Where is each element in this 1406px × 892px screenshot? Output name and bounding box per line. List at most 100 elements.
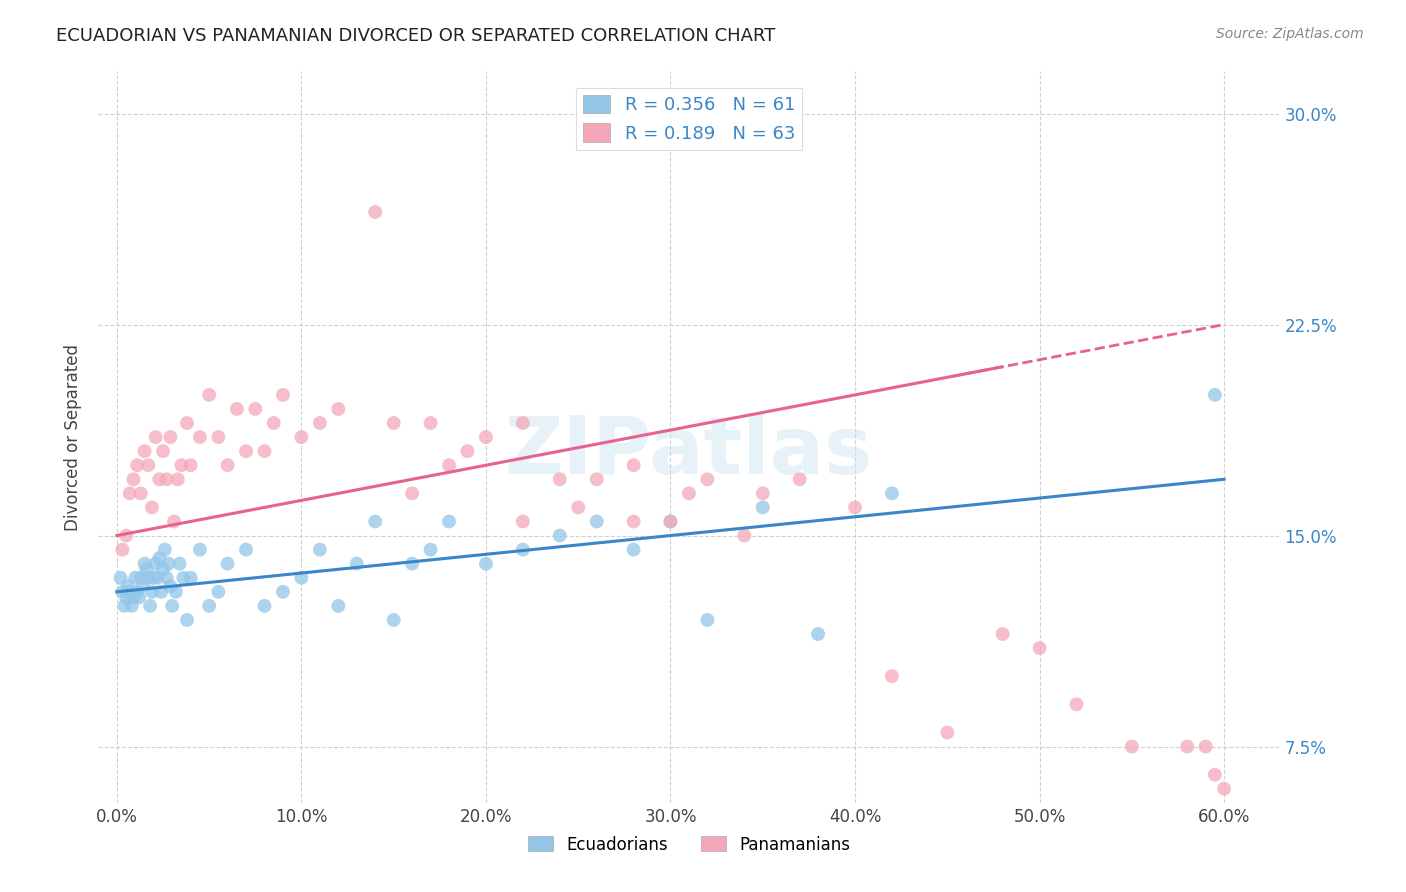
Point (115, 591, 138, 605)
Text: ZIPatlas: ZIPatlas (505, 413, 873, 491)
Point (139, 599, 162, 613)
Point (134, 557, 156, 571)
Point (328, 401, 350, 416)
Point (1213, 781, 1236, 796)
Point (148, 472, 170, 486)
Point (170, 458, 193, 473)
Point (176, 416, 198, 430)
Point (217, 458, 239, 473)
Point (807, 627, 830, 641)
Point (172, 571, 194, 585)
Point (512, 416, 534, 430)
Point (245, 401, 267, 416)
Point (152, 562, 174, 576)
Point (401, 486, 423, 500)
Point (153, 542, 176, 557)
Point (188, 542, 211, 557)
Point (696, 472, 718, 486)
Point (124, 571, 146, 585)
Text: ECUADORIAN VS PANAMANIAN DIVORCED OR SEPARATED CORRELATION CHART: ECUADORIAN VS PANAMANIAN DIVORCED OR SEP… (56, 27, 776, 45)
Point (142, 571, 165, 585)
Point (382, 613, 405, 627)
Point (457, 444, 479, 458)
Point (198, 599, 221, 613)
Point (176, 613, 198, 627)
Point (844, 500, 866, 515)
Point (880, 486, 903, 500)
Point (188, 430, 211, 444)
Point (163, 515, 186, 529)
Point (118, 486, 141, 500)
Point (364, 515, 387, 529)
Point (118, 584, 141, 599)
Point (134, 444, 156, 458)
Point (1195, 739, 1218, 754)
Point (207, 584, 229, 599)
Point (132, 579, 155, 593)
Point (752, 486, 775, 500)
Point (475, 430, 498, 444)
Point (512, 542, 534, 557)
Point (129, 571, 152, 585)
Point (156, 472, 179, 486)
Point (290, 571, 312, 585)
Point (659, 515, 682, 529)
Point (129, 486, 152, 500)
Point (789, 472, 811, 486)
Point (235, 542, 257, 557)
Point (111, 584, 134, 599)
Point (152, 444, 174, 458)
Point (263, 416, 285, 430)
Point (156, 571, 179, 585)
Point (127, 584, 149, 599)
Point (752, 500, 775, 515)
Legend: Ecuadorians, Panamanians: Ecuadorians, Panamanians (522, 829, 856, 860)
Point (290, 430, 312, 444)
Point (225, 401, 247, 416)
Point (253, 444, 276, 458)
Point (1204, 767, 1226, 781)
Point (733, 528, 755, 542)
Point (328, 599, 350, 613)
Point (146, 571, 169, 585)
Point (880, 669, 903, 683)
Point (1204, 388, 1226, 402)
Point (141, 500, 163, 515)
Point (346, 557, 368, 571)
Point (659, 515, 682, 529)
Point (115, 528, 138, 542)
Point (141, 584, 163, 599)
Point (198, 388, 221, 402)
Point (512, 515, 534, 529)
Point (309, 542, 332, 557)
Point (253, 599, 276, 613)
Point (122, 591, 145, 605)
Point (401, 557, 423, 571)
Point (991, 627, 1014, 641)
Point (1121, 739, 1143, 754)
Point (1175, 739, 1198, 754)
Point (166, 472, 188, 486)
Point (567, 500, 589, 515)
Point (271, 584, 294, 599)
Point (696, 613, 718, 627)
Point (475, 557, 498, 571)
Point (127, 458, 149, 473)
Point (623, 515, 645, 529)
Point (437, 515, 460, 529)
Point (169, 557, 191, 571)
Point (1028, 641, 1050, 656)
Point (207, 430, 229, 444)
Point (128, 591, 150, 605)
Point (1066, 698, 1088, 712)
Point (135, 562, 157, 576)
Point (148, 551, 170, 566)
Point (382, 416, 405, 430)
Point (437, 458, 460, 473)
Point (159, 579, 181, 593)
Point (217, 557, 239, 571)
Point (180, 458, 202, 473)
Y-axis label: Divorced or Separated: Divorced or Separated (63, 343, 82, 531)
Point (112, 599, 135, 613)
Point (121, 599, 143, 613)
